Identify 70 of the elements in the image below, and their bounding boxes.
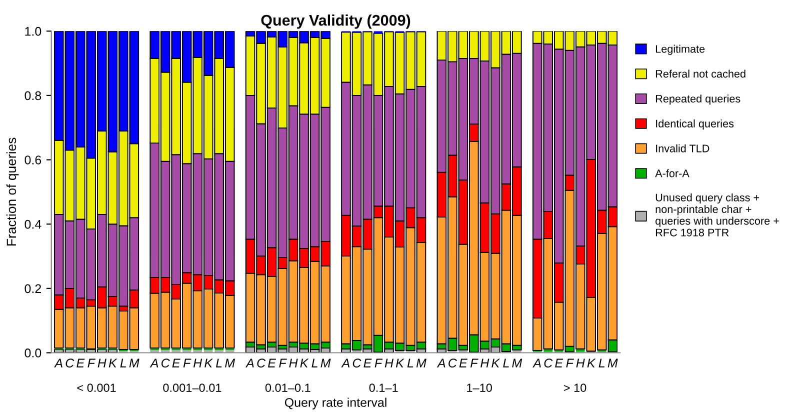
x-tick-label: F xyxy=(374,358,383,368)
x-tick-label: M xyxy=(129,358,140,368)
y-tick-label: 0.2 xyxy=(24,284,41,294)
x-tick-label: F xyxy=(279,358,287,368)
x-tick-label: C xyxy=(162,358,170,368)
x-tick-label: K xyxy=(396,358,404,368)
text: 0.01–0.1 xyxy=(265,384,310,392)
x-tick-label: M xyxy=(416,358,426,368)
x-tick-label: F xyxy=(183,358,192,368)
x-tick-label: L xyxy=(503,358,509,368)
x-tick-label: K xyxy=(587,358,596,368)
x-tick-label: A xyxy=(532,358,541,368)
x-tick-label: C xyxy=(257,358,266,368)
legend-label: A-for-A xyxy=(655,169,690,178)
x-tick-label: E xyxy=(364,358,372,368)
x-axis-title: Query rate interval xyxy=(284,398,386,410)
x-tick-label: A xyxy=(150,358,158,368)
legend-label: Unused query class + non-printable char + queries with underscore + RFC 1918 PTR xyxy=(656,193,779,236)
x-tick-label: F xyxy=(470,358,478,368)
x-tick-label: E xyxy=(76,358,85,368)
x-tick-label: F xyxy=(566,358,574,368)
legend-label: Invalid TLD xyxy=(656,144,710,152)
x-tick-label: K xyxy=(300,358,309,368)
x-tick-label: A xyxy=(341,358,350,368)
legend-label: Referal not cached xyxy=(656,70,746,78)
x-tick-label: C xyxy=(352,358,362,368)
x-tick-label: M xyxy=(512,358,522,368)
x-tick-label: E xyxy=(172,358,180,368)
y-tick-label: 0.0 xyxy=(24,348,42,358)
x-tick-label: H xyxy=(98,358,106,368)
x-tick-label: F xyxy=(88,358,96,368)
x-tick-label: H xyxy=(289,358,298,368)
x-tick-label: H xyxy=(576,358,585,368)
x-tick-label: K xyxy=(108,358,118,368)
text: 0.001–0.01 xyxy=(163,384,222,392)
y-tick-label: 0.4 xyxy=(24,220,42,229)
x-tick-label: L xyxy=(312,358,318,368)
x-tick-label: L xyxy=(598,358,604,368)
x-tick-label: E xyxy=(459,358,468,368)
x-tick-label: A xyxy=(436,358,446,368)
x-tick-label: H xyxy=(193,358,202,368)
text: 1–10 xyxy=(467,384,492,392)
x-tick-label: M xyxy=(608,358,618,368)
y-tick-label: 1.0 xyxy=(25,26,42,36)
chart-title: Query Validity (2009) xyxy=(261,14,410,29)
text: 0.1–1 xyxy=(369,384,398,392)
x-tick-label: A xyxy=(245,358,254,368)
legend-label: Repeated queries xyxy=(656,94,740,105)
x-tick-label: C xyxy=(544,358,553,368)
legend-label: Identical queries xyxy=(656,119,734,130)
x-tick-label: K xyxy=(204,358,213,368)
x-tick-label: L xyxy=(407,358,414,368)
x-tick-label: K xyxy=(492,358,500,368)
y-tick-label: 0.6 xyxy=(24,156,42,164)
x-tick-label: C xyxy=(448,358,457,368)
x-tick-label: L xyxy=(216,358,222,368)
x-tick-label: E xyxy=(268,358,276,368)
y-tick-label: 0.8 xyxy=(24,91,42,100)
x-tick-label: H xyxy=(384,358,394,368)
x-tick-label: H xyxy=(480,358,490,368)
x-tick-label: A xyxy=(54,358,62,368)
x-tick-label: L xyxy=(120,358,126,368)
x-tick-label: E xyxy=(555,358,564,368)
text: > 10 xyxy=(564,384,586,392)
y-axis-title: Fraction of queries xyxy=(6,138,19,246)
x-tick-label: M xyxy=(225,358,236,368)
x-tick-label: C xyxy=(66,358,74,368)
x-tick-label: M xyxy=(320,358,331,368)
text: < 0.001 xyxy=(77,384,116,392)
legend-label: Legitimate xyxy=(656,44,705,55)
